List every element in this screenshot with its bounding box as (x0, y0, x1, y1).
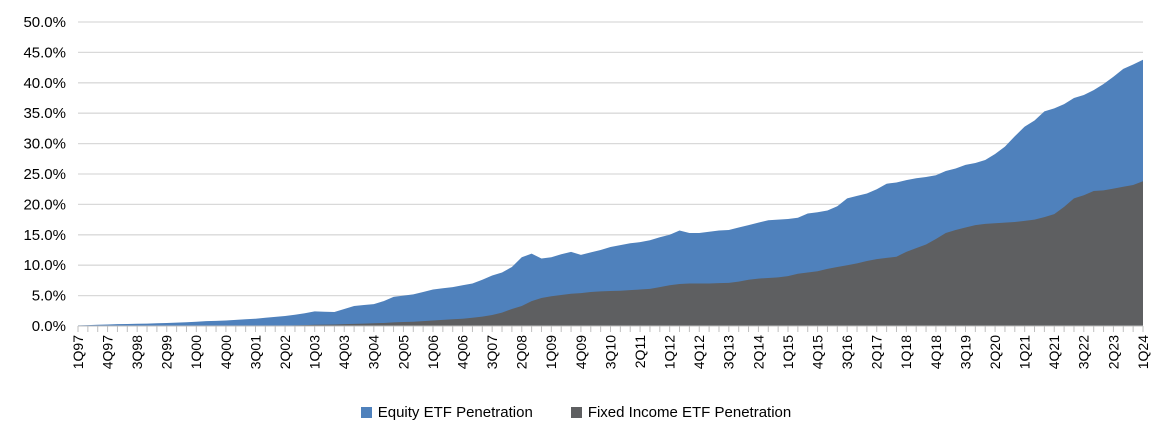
x-axis-tick-label: 4Q18 (928, 335, 944, 369)
x-axis-tick-label: 1Q00 (188, 335, 204, 369)
x-axis-tick-label: 3Q22 (1076, 335, 1092, 369)
y-axis-tick-label: 20.0% (23, 196, 66, 213)
x-axis-tick-label: 2Q23 (1105, 335, 1121, 369)
y-axis-tick-label: 25.0% (23, 166, 66, 183)
x-axis-tick-label: 2Q20 (987, 335, 1003, 369)
x-axis-tick-label: 1Q18 (898, 335, 914, 369)
fixed-income-legend-label: Fixed Income ETF Penetration (587, 403, 792, 421)
x-axis-tick-label: 4Q15 (809, 335, 825, 369)
y-axis-tick-label: 35.0% (23, 105, 66, 122)
x-axis-tick-label: 3Q13 (721, 335, 737, 369)
y-axis-tick-label: 10.0% (23, 257, 66, 274)
y-axis-tick-label: 0.0% (32, 318, 66, 335)
x-axis-tick-label: 4Q09 (573, 335, 589, 369)
fixed-income-legend-swatch-icon (570, 406, 582, 418)
y-axis-tick-label: 50.0% (23, 14, 66, 31)
x-axis-tick-label: 1Q97 (70, 335, 86, 369)
y-axis-tick-label: 45.0% (23, 44, 66, 61)
x-axis-tick-label: 3Q10 (602, 335, 618, 369)
fixed-income-area-series (78, 181, 1143, 326)
x-axis-tick-label: 3Q16 (839, 335, 855, 369)
x-axis-tick-label: 3Q01 (247, 335, 263, 369)
x-axis-tick-label: 2Q11 (632, 335, 648, 368)
x-axis-tick-label: 1Q03 (307, 335, 323, 369)
x-axis-tick-label: 4Q12 (691, 335, 707, 369)
equity-legend-swatch-icon (360, 406, 372, 418)
x-axis-tick-label: 3Q19 (957, 335, 973, 369)
y-axis-tick-label: 5.0% (32, 288, 66, 305)
x-axis-tick-label: 4Q00 (218, 335, 234, 369)
legend: Equity ETF Penetration Fixed Income ETF … (0, 400, 1152, 424)
x-axis-tick-label: 1Q09 (543, 335, 559, 369)
x-axis-tick-label: 4Q97 (99, 335, 115, 369)
x-axis-tick-label: 1Q15 (780, 335, 796, 369)
x-axis-tick-label: 4Q03 (336, 335, 352, 369)
x-axis-tick-label: 1Q21 (1017, 335, 1033, 369)
x-axis-tick-label: 4Q06 (454, 335, 470, 369)
plot-area: 0.0% 5.0% 10.0% 15.0% 20.0% 25.0% 30.0% 35.0% 40… (23, 14, 1151, 369)
x-axis-tick-label: 2Q99 (159, 335, 175, 369)
x-axis-tick-label: 1Q24 (1135, 335, 1151, 369)
equity-legend-label: Equity ETF Penetration (377, 403, 533, 421)
x-axis-tick-label: 2Q05 (395, 335, 411, 369)
x-axis-tick-label: 2Q02 (277, 335, 293, 369)
x-axis-tick-label: 2Q08 (514, 335, 530, 369)
y-axis-tick-label: 40.0% (23, 75, 66, 92)
legend-item-equity: Equity ETF Penetration (360, 403, 533, 421)
y-axis-tick-label: 30.0% (23, 136, 66, 153)
x-axis-tick-label: 4Q21 (1046, 335, 1062, 369)
x-axis-tick-label: 3Q98 (129, 335, 145, 369)
x-axis-tick-label: 2Q17 (869, 335, 885, 369)
x-axis-tick-label: 3Q04 (366, 335, 382, 369)
y-axis-tick-label: 15.0% (23, 227, 66, 244)
x-axis-tick-label: 3Q07 (484, 335, 500, 369)
x-axis-tick-label: 2Q14 (750, 335, 766, 369)
x-axis-tick-label: 1Q06 (425, 335, 441, 369)
legend-item-fixed-income: Fixed Income ETF Penetration (570, 403, 792, 421)
x-axis-tick-label: 1Q12 (662, 335, 678, 369)
